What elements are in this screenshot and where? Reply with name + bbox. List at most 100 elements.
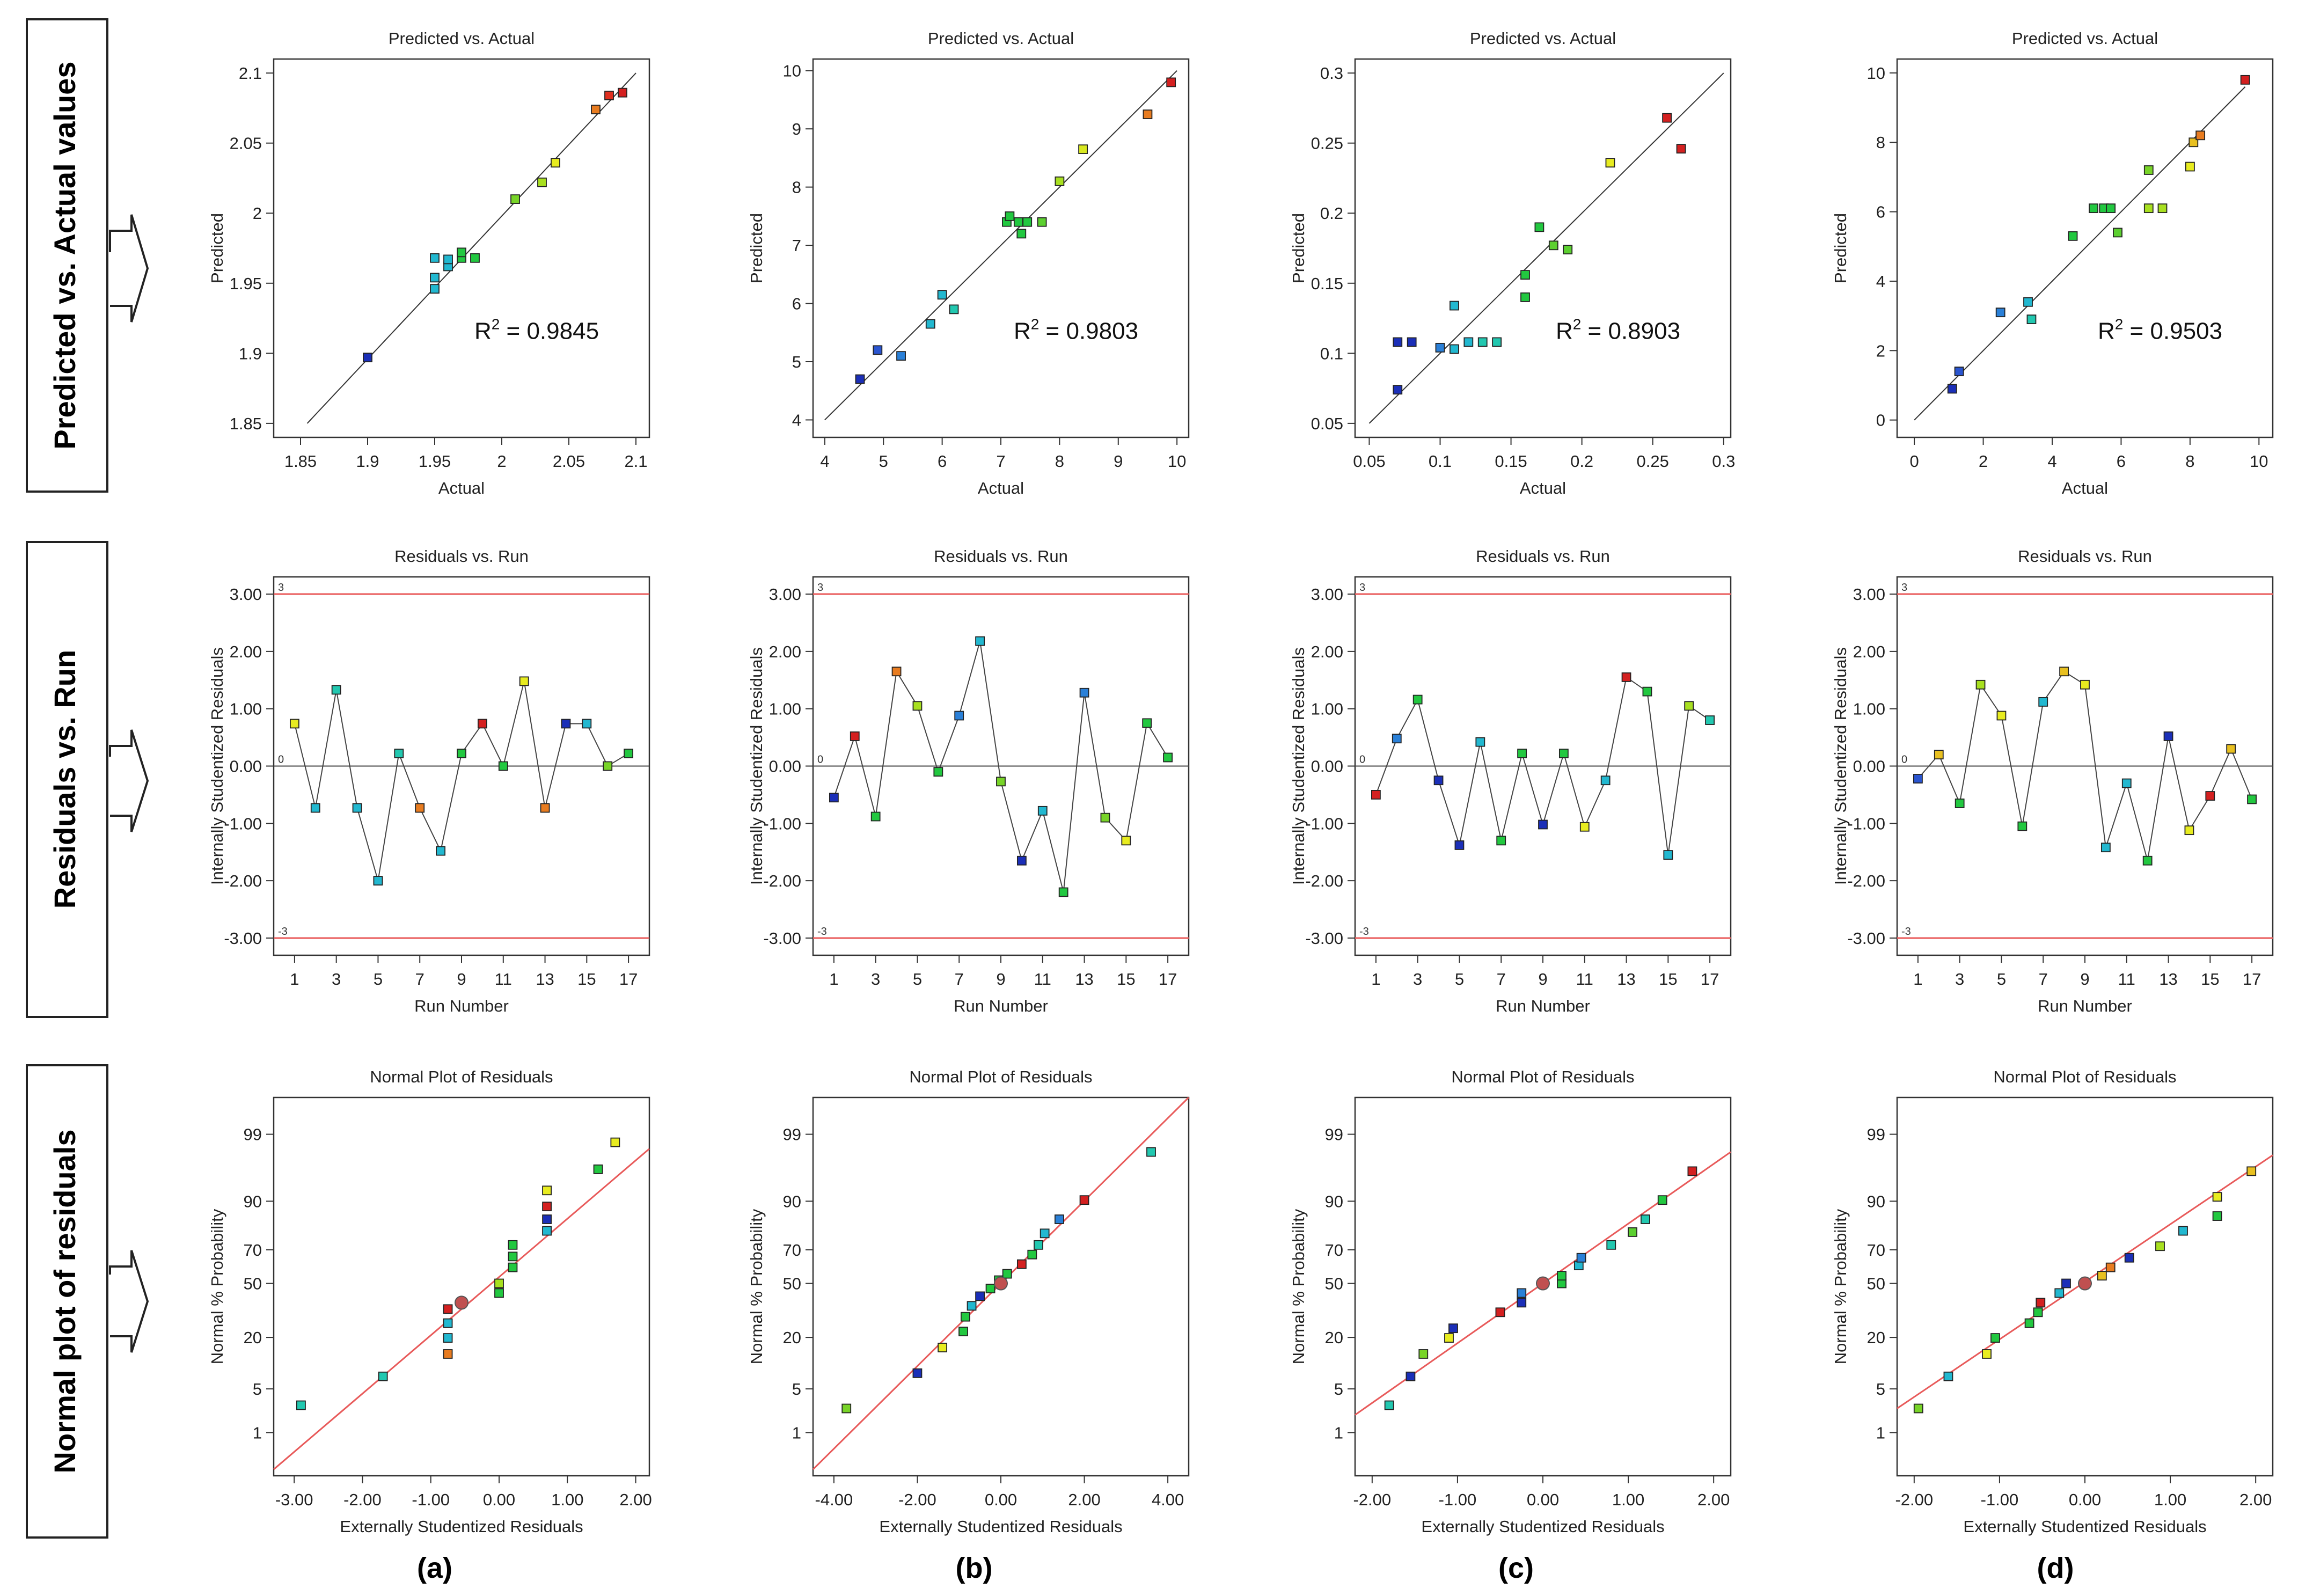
x-tick-label: 1.00 xyxy=(1612,1490,1644,1509)
data-point xyxy=(1435,342,1445,353)
x-tick-label: 5 xyxy=(1997,970,2006,989)
y-axis-label: Predicted xyxy=(1289,213,1308,283)
data-point xyxy=(296,1400,306,1410)
x-tick-label: 1 xyxy=(1371,970,1380,989)
chart-title: Residuals vs. Run xyxy=(934,547,1068,566)
data-point xyxy=(1534,222,1545,232)
data-point xyxy=(1406,1371,1416,1381)
x-tick-label: -2.00 xyxy=(1895,1490,1933,1509)
row-label-residuals-vs-run: Residuals vs. Run xyxy=(26,541,149,1018)
y-tick-label: 7 xyxy=(792,236,801,255)
x-axis-label: Run Number xyxy=(2038,997,2132,1015)
x-tick-label: -2.00 xyxy=(343,1490,382,1509)
data-point xyxy=(1517,1288,1527,1298)
chart-pva-a: Predicted vs. Actual Actual Predicted 1.85 1… xyxy=(208,29,650,497)
data-point xyxy=(2247,794,2257,804)
data-point xyxy=(2033,1307,2043,1317)
data-point xyxy=(1943,1371,1953,1381)
data-point xyxy=(542,1226,552,1236)
limit-label: 0 xyxy=(817,754,823,766)
data-point xyxy=(1579,822,1590,832)
x-tick-label: 13 xyxy=(536,970,554,989)
x-tick-label: 1 xyxy=(829,970,838,989)
x-tick-label: 15 xyxy=(1117,970,1135,989)
y-tick-label: -1.00 xyxy=(1305,814,1343,833)
data-point xyxy=(1517,1298,1527,1308)
data-point xyxy=(1037,806,1048,816)
x-axis-label: Externally Studentized Residuals xyxy=(1963,1517,2206,1536)
chart-pva-d: Predicted vs. Actual Actual Predicted 0 2 4 6 8… xyxy=(1831,29,2274,497)
data-point xyxy=(415,803,425,813)
data-point xyxy=(1040,1228,1050,1239)
data-point xyxy=(1078,144,1088,155)
charts-layer: Predicted vs. Actual Actual Predicted 1.85 1… xyxy=(208,29,2274,1536)
data-point xyxy=(1058,887,1068,897)
center-point xyxy=(455,1295,469,1310)
x-tick-label: 11 xyxy=(1576,970,1593,989)
data-point xyxy=(1954,367,1964,377)
fit-line xyxy=(824,70,1177,421)
limit-label: 0 xyxy=(1359,754,1365,766)
data-point xyxy=(949,304,959,314)
x-tick-label: 17 xyxy=(1159,970,1177,989)
data-point xyxy=(1022,217,1033,227)
limit-label: 3 xyxy=(1359,582,1365,594)
x-tick-label: 9 xyxy=(1538,970,1547,989)
plot-frame xyxy=(1354,58,1732,438)
data-point xyxy=(1393,337,1403,347)
data-point xyxy=(1687,1166,1697,1176)
chart-title: Normal Plot of Residuals xyxy=(909,1067,1092,1086)
x-tick-label: 10 xyxy=(2250,452,2268,471)
x-axis-label: Run Number xyxy=(414,997,509,1015)
data-point xyxy=(618,87,627,98)
y-tick-label: 0.05 xyxy=(1311,414,1343,433)
x-tick-label: 17 xyxy=(2243,970,2261,989)
x-tick-label: 1.00 xyxy=(551,1490,583,1509)
column-label-c: (c) xyxy=(1498,1552,1534,1584)
x-tick-label: 6 xyxy=(2117,452,2126,471)
data-point xyxy=(373,876,383,886)
data-point xyxy=(2240,75,2250,85)
data-point xyxy=(1163,752,1173,763)
chart-pva-c: Predicted vs. Actual Actual Predicted 0.05 0… xyxy=(1289,29,1735,497)
data-point xyxy=(850,731,860,741)
data-point xyxy=(1955,799,1965,808)
data-point xyxy=(873,345,883,355)
x-tick-label: 17 xyxy=(1701,970,1719,989)
data-point xyxy=(2212,1211,2222,1221)
data-point xyxy=(1605,158,1615,168)
x-tick-label: 2.00 xyxy=(619,1490,652,1509)
row-arrow-icon xyxy=(109,729,149,832)
chart-title: Residuals vs. Run xyxy=(2018,547,2152,566)
chart-title: Predicted vs. Actual xyxy=(1470,29,1616,48)
y-tick-label: -1.00 xyxy=(224,814,262,833)
data-point xyxy=(1975,679,1986,690)
y-tick-label: 50 xyxy=(1867,1275,1885,1293)
data-point xyxy=(1444,1333,1454,1343)
x-tick-label: 1.9 xyxy=(356,452,379,471)
data-point xyxy=(1418,1349,1429,1359)
data-point xyxy=(430,253,440,263)
column-label-d: (d) xyxy=(2037,1552,2074,1584)
y-tick-label: 2 xyxy=(1876,341,1885,360)
data-point xyxy=(1384,1400,1394,1410)
limit-label: -3 xyxy=(1901,926,1911,938)
y-axis-label: Normal % Probability xyxy=(1289,1209,1308,1364)
x-tick-label: 3 xyxy=(332,970,341,989)
y-axis-label: Predicted xyxy=(1831,213,1850,283)
x-tick-label: 11 xyxy=(495,970,512,989)
y-tick-label: 99 xyxy=(1325,1125,1343,1144)
x-tick-label: 4 xyxy=(2047,452,2056,471)
data-point xyxy=(593,1164,603,1174)
data-point xyxy=(1463,337,1474,347)
chart-title: Normal Plot of Residuals xyxy=(370,1067,553,1086)
data-point xyxy=(508,1262,518,1272)
data-point xyxy=(542,1214,552,1224)
chart-pva-b: Predicted vs. Actual Actual Predicted 4 5 6 7 8… xyxy=(747,29,1190,497)
data-point xyxy=(1995,308,2005,318)
x-tick-label: 0.1 xyxy=(1429,452,1452,471)
x-tick-label: 0.2 xyxy=(1570,452,1593,471)
y-tick-label: 3.00 xyxy=(230,585,262,604)
chart-title: Predicted vs. Actual xyxy=(928,29,1074,48)
x-tick-label: 9 xyxy=(1114,452,1123,471)
